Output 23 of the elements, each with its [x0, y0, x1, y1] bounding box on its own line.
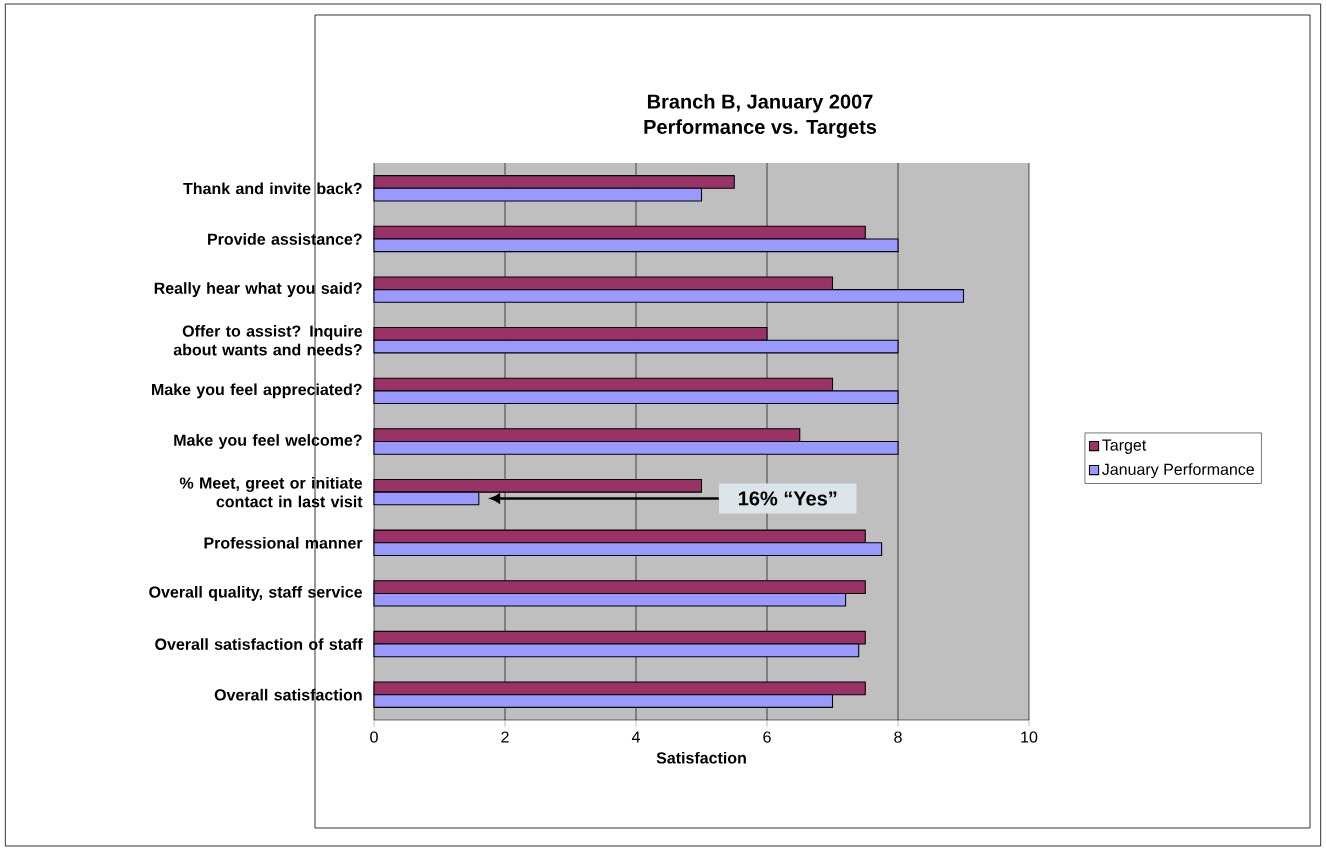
y-tick-label: % Meet, greet or initiate contact in last visit — [179, 476, 363, 508]
y-tick-label: Really hear what you said? — [154, 282, 362, 298]
y-tick-label: Overall satisfaction — [214, 688, 362, 701]
y-tick-label: Overall quality, staff service — [149, 585, 363, 601]
y-tick-label: Professional manner — [204, 536, 363, 549]
legend-label: January Performance — [1102, 463, 1254, 479]
y-tick-label: Overall satisfaction of staff — [155, 638, 363, 650]
y-tick-label: Thank and invite back? — [183, 182, 362, 195]
y-tick-label: Make you feel welcome? — [174, 434, 362, 449]
annotation: 16% “Yes” — [739, 491, 837, 506]
y-tick-label: Make you feel appreciated? — [152, 383, 362, 399]
x-tick-label: 8 — [894, 731, 902, 743]
x-tick-label: 10 — [1021, 731, 1038, 743]
x-tick-label: 0 — [370, 731, 378, 743]
x-tick-label: 4 — [631, 731, 640, 743]
x-axis-title: Satisfaction — [656, 751, 746, 764]
chart-title: Branch B, January 2007 — [647, 93, 873, 113]
x-tick-label: 2 — [501, 731, 509, 743]
y-tick-label: Provide assistance? — [208, 233, 362, 245]
x-tick-label: 6 — [763, 731, 771, 743]
y-tick-label: Offer to assist? Inquire about wants and needs? — [173, 325, 363, 356]
legend-label: Target — [1102, 439, 1147, 454]
chart-subtitle: Performance vs. Targets — [644, 119, 877, 139]
